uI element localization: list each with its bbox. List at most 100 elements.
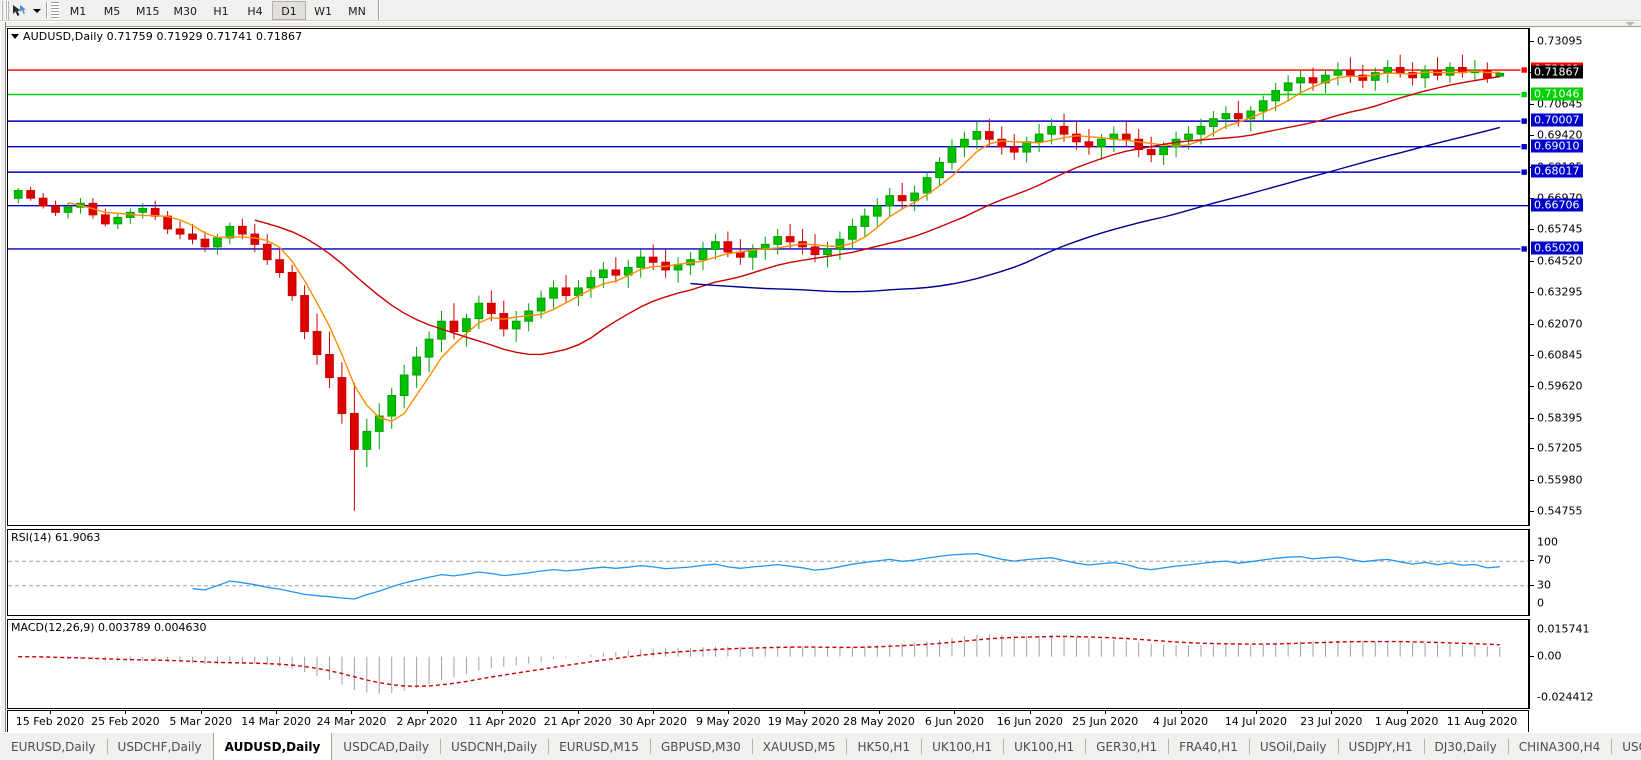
candlestick xyxy=(872,198,882,227)
price-scale[interactable]: 0.730950.718700.706450.694200.681950.669… xyxy=(1529,28,1641,526)
candlestick xyxy=(325,331,334,388)
price-tick-mark xyxy=(1530,229,1534,231)
candlestick xyxy=(848,218,857,250)
candlestick xyxy=(312,313,322,365)
collapse-triangle-icon[interactable] xyxy=(11,34,19,39)
timeframe-button-m15[interactable]: M15 xyxy=(136,4,160,18)
rsi-pane[interactable]: RSI(14) 61.9063 xyxy=(7,529,1529,616)
timeframe-button-h4[interactable]: H4 xyxy=(247,4,263,18)
date-tick-mark xyxy=(1180,711,1182,714)
candlestick xyxy=(350,382,359,511)
candlestick xyxy=(287,264,297,301)
chart-tab-usdchf-daily[interactable]: USDCHF,Daily xyxy=(106,733,213,760)
chart-tab-usdcad-daily[interactable]: USDCAD,Daily xyxy=(332,733,440,760)
price-chart-canvas xyxy=(8,54,1528,511)
price-tick-mark xyxy=(1530,260,1534,262)
candlestick xyxy=(897,182,907,209)
chart-tab-dj30-daily[interactable]: DJ30,Daily xyxy=(1423,733,1508,760)
toolbar-drag-handle[interactable] xyxy=(1,0,10,20)
chart-tab-audusd-daily[interactable]: AUDUSD,Daily xyxy=(212,733,333,760)
date-tick-label: 21 Apr 2020 xyxy=(543,715,612,728)
price-tick-mark xyxy=(1530,448,1534,450)
level-price-tag[interactable]: 0.65020 xyxy=(1531,241,1583,255)
chart-tab-fra40-h1[interactable]: FRA40,H1 xyxy=(1168,733,1249,760)
level-drag-handle[interactable] xyxy=(1520,90,1528,99)
date-tick-label: 30 Apr 2020 xyxy=(618,715,687,728)
date-tick-label: 25 Jun 2020 xyxy=(1072,715,1139,728)
level-price-tag[interactable]: 0.68017 xyxy=(1531,164,1583,178)
date-axis[interactable]: 15 Feb 2020 25 Feb 2020 5 Mar 2020 14 Mar 2… xyxy=(7,710,1529,732)
date-tick-label: 25 Feb 2020 xyxy=(91,715,160,728)
macd-pane[interactable]: MACD(12,26,9) 0.003789 0.004630 xyxy=(7,619,1529,709)
price-tick-label: 0.65745 xyxy=(1537,222,1583,236)
level-drag-handle[interactable] xyxy=(1520,66,1528,74)
cursor-dropdown-arrow[interactable] xyxy=(30,1,43,20)
timeframe-button-m5[interactable]: M5 xyxy=(103,4,121,18)
chart-tab-xauusd-m5[interactable]: XAUUSD,M5 xyxy=(751,733,847,760)
chart-tab-ger30-h1[interactable]: GER30,H1 xyxy=(1085,733,1169,760)
timeframe-drag-handle[interactable] xyxy=(51,1,59,19)
candlestick xyxy=(960,131,969,158)
price-tick-label: 0.64520 xyxy=(1537,254,1583,268)
chart-tab-usoil-daily[interactable]: USOil,Daily xyxy=(1248,733,1338,760)
timeframe-button-m1[interactable]: M1 xyxy=(69,4,87,18)
rsi-chart-canvas xyxy=(8,552,1528,600)
cursor-crosshair-icon[interactable] xyxy=(10,1,30,20)
level-price-tag[interactable]: 0.70007 xyxy=(1531,113,1583,127)
candlestick xyxy=(1022,136,1032,163)
chart-tab-gbpusd-m30[interactable]: GBPUSD,M30 xyxy=(649,733,752,760)
main-toolbar: M1 M5 M15 M30 H1 H4 D1 W1 MN xyxy=(0,0,1641,21)
price-tick-mark xyxy=(1530,292,1534,294)
price-tick-label: 0.54755 xyxy=(1537,504,1583,518)
candlestick xyxy=(1146,136,1156,163)
chart-area: AUDUSD,Daily 0.71759 0.71929 0.71741 0.7… xyxy=(0,21,1641,733)
chart-tab-usoil-d[interactable]: USOil,D xyxy=(1611,733,1641,760)
rsi-scale[interactable]: 100 70 30 0 xyxy=(1529,529,1641,616)
chart-tab-usdjpy-h1[interactable]: USDJPY,H1 xyxy=(1337,733,1424,760)
date-tick-mark xyxy=(803,711,805,714)
date-tick-mark xyxy=(351,711,353,714)
level-drag-handle[interactable] xyxy=(1520,168,1528,176)
macd-pane-label: MACD(12,26,9) 0.003789 0.004630 xyxy=(11,621,207,634)
chart-tab-usdcnh-daily[interactable]: USDCNH,Daily xyxy=(439,733,549,760)
candlestick xyxy=(1171,131,1181,158)
level-price-tag[interactable]: 0.66706 xyxy=(1531,198,1583,212)
level-drag-handle[interactable] xyxy=(1520,245,1528,253)
chart-tab-eurusd-m15[interactable]: EURUSD,M15 xyxy=(548,733,650,760)
candlestick xyxy=(374,403,384,450)
chart-tab-china300-h4[interactable]: CHINA300,H4 xyxy=(1507,733,1612,760)
price-tick-mark xyxy=(1530,386,1534,388)
timeframe-button-h1[interactable]: H1 xyxy=(213,4,229,18)
level-price-tag[interactable]: 0.71046 xyxy=(1531,87,1583,100)
date-tick-label: 1 Aug 2020 xyxy=(1374,715,1439,728)
chart-tab-hk50-h1[interactable]: HK50,H1 xyxy=(846,733,922,760)
current-price-tag: 0.71867 xyxy=(1531,65,1583,79)
price-pane[interactable]: AUDUSD,Daily 0.71759 0.71929 0.71741 0.7… xyxy=(7,28,1529,526)
level-drag-handle[interactable] xyxy=(1520,142,1528,151)
price-tick-label: 0.69420 xyxy=(1537,128,1583,142)
macd-scale[interactable]: 0.015741 0.00 -0.024412 xyxy=(1529,619,1641,709)
candlestick xyxy=(1370,67,1380,91)
timeframe-button-d1[interactable]: D1 xyxy=(272,0,306,20)
rsi-tick-label: 70 xyxy=(1537,553,1551,567)
chart-tab-uk100-h1[interactable]: UK100,H1 xyxy=(1003,733,1086,760)
date-tick-mark xyxy=(1029,711,1031,714)
candlestick xyxy=(225,222,235,245)
timeframe-button-mn[interactable]: MN xyxy=(348,4,366,18)
candlestick xyxy=(275,249,285,278)
candlestick xyxy=(51,200,60,217)
moving-average-line xyxy=(254,75,1500,356)
chart-tab-uk100-h1[interactable]: UK100,H1 xyxy=(921,733,1004,760)
level-drag-handle[interactable] xyxy=(1520,117,1528,125)
timeframe-button-m30[interactable]: M30 xyxy=(173,4,198,18)
date-tick-label: 4 Jul 2020 xyxy=(1152,715,1209,728)
candlestick xyxy=(101,208,110,227)
candlestick xyxy=(63,203,73,219)
candlestick xyxy=(1458,54,1467,78)
timeframe-button-w1[interactable]: W1 xyxy=(314,4,332,18)
price-pane-label: AUDUSD,Daily 0.71759 0.71929 0.71741 0.7… xyxy=(11,30,302,43)
date-tick-mark xyxy=(125,711,127,714)
level-price-tag[interactable]: 0.69010 xyxy=(1531,139,1583,153)
chart-tab-eurusd-daily[interactable]: EURUSD,Daily xyxy=(0,733,107,760)
